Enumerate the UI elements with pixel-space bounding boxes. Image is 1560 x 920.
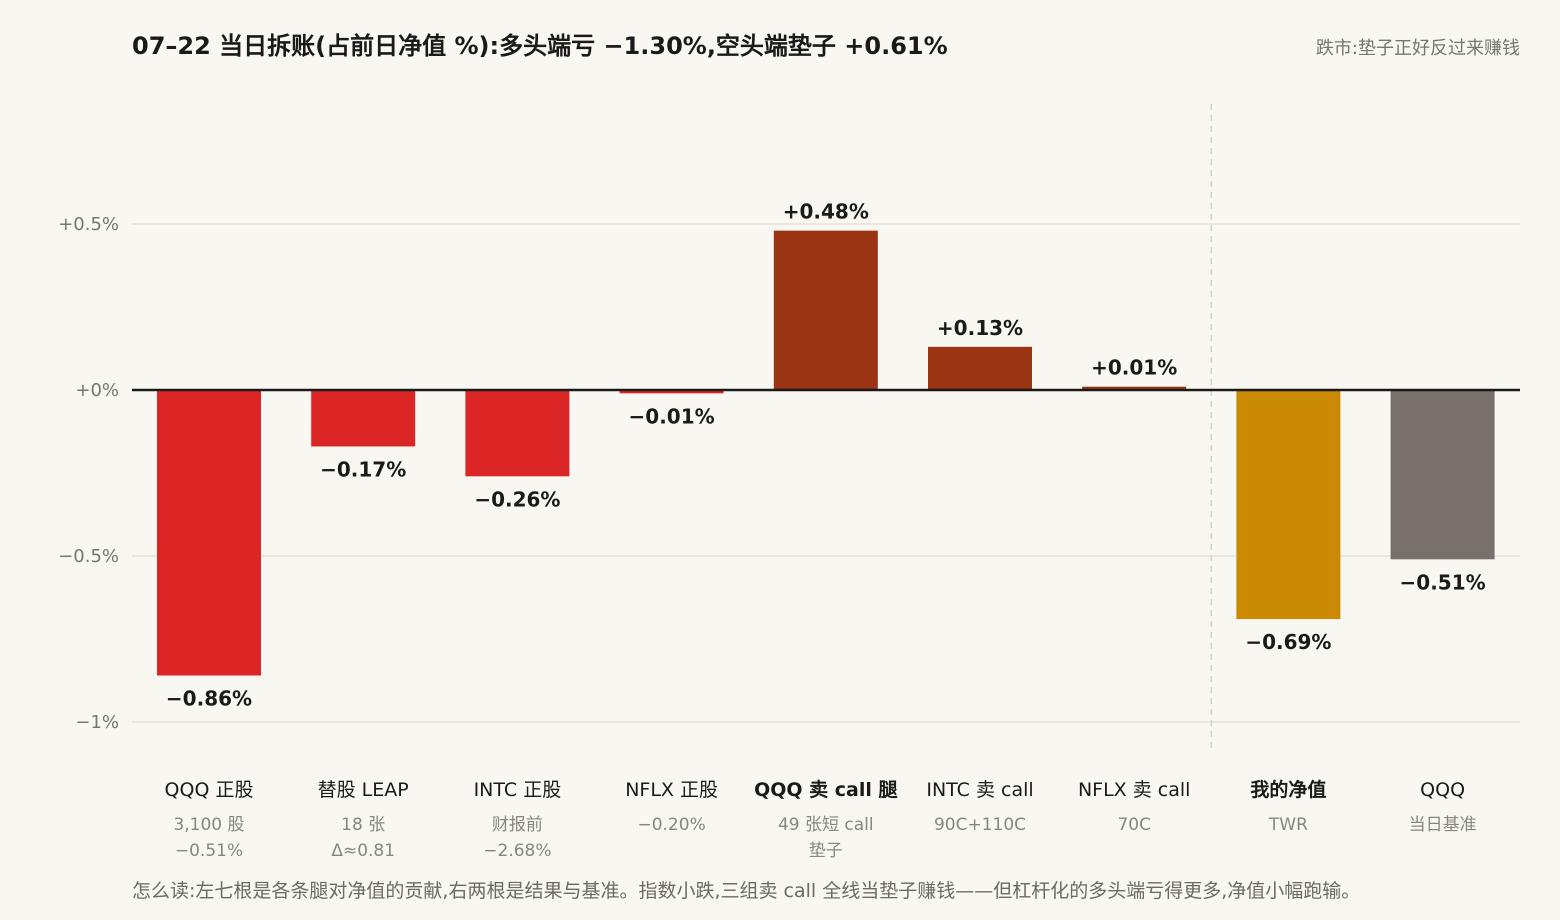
category-sublabel: TWR bbox=[1268, 815, 1308, 835]
category-label: INTC 正股 bbox=[474, 779, 562, 801]
value-labels: −0.86% −0.17% −0.26% −0.01% +0.48% +0.13% +0.0… bbox=[166, 200, 1486, 711]
data-label: −0.01% bbox=[629, 404, 715, 428]
footnote: 怎么读:左七根是各条腿对净值的贡献,右两根是结果与基准。指数小跌,三组卖 cal… bbox=[132, 880, 1361, 902]
category-sublabel: 3,100 股 bbox=[173, 815, 244, 835]
y-tick-label: −1% bbox=[75, 712, 119, 733]
category-labels: QQQ 正股 3,100 股 −0.51% 替股 LEAP 18 张 Δ≈0.81 INTC… bbox=[165, 778, 1477, 861]
y-tick-label: +0% bbox=[75, 380, 119, 401]
category-sublabel: Δ≈0.81 bbox=[331, 841, 395, 861]
category-label: 替股 LEAP bbox=[318, 779, 409, 801]
data-label: +0.13% bbox=[937, 316, 1023, 340]
bars bbox=[157, 230, 1495, 676]
chart-subtitle: 跌市:垫子正好反过来赚钱 bbox=[1315, 38, 1520, 59]
data-label: −0.69% bbox=[1245, 630, 1331, 654]
category-label: NFLX 卖 call bbox=[1078, 779, 1190, 801]
data-label: +0.48% bbox=[783, 200, 869, 224]
category-label: QQQ 正股 bbox=[165, 779, 254, 801]
bar bbox=[1390, 390, 1495, 560]
y-tick-label: +0.5% bbox=[58, 214, 119, 235]
data-label: −0.26% bbox=[474, 487, 560, 511]
data-label: −0.17% bbox=[320, 457, 406, 481]
category-sublabel: 90C+110C bbox=[934, 815, 1026, 835]
bar bbox=[311, 390, 416, 447]
y-tick-label: −0.5% bbox=[58, 546, 119, 567]
category-sublabel: −2.68% bbox=[483, 841, 551, 861]
category-sublabel: 垫子 bbox=[809, 841, 843, 861]
data-label: −0.51% bbox=[1400, 570, 1486, 594]
category-sublabel: 49 张短 call bbox=[778, 815, 874, 835]
category-sublabel: 70C bbox=[1117, 815, 1151, 835]
category-sublabel: 当日基准 bbox=[1409, 815, 1477, 835]
data-label: −0.86% bbox=[166, 687, 252, 711]
bar bbox=[928, 346, 1032, 390]
category-label: 我的净值 bbox=[1250, 778, 1326, 801]
bar bbox=[1236, 390, 1341, 620]
category-label: NFLX 正股 bbox=[625, 779, 718, 801]
category-label: QQQ 卖 call 腿 bbox=[754, 779, 897, 801]
category-label: INTC 卖 call bbox=[926, 779, 1033, 801]
data-label: +0.01% bbox=[1091, 356, 1177, 380]
bar bbox=[619, 390, 724, 394]
bar bbox=[157, 390, 261, 676]
chart-title: 07–22 当日拆账(占前日净值 %):多头端亏 −1.30%,空头端垫子 +0… bbox=[132, 32, 948, 60]
category-sublabel: −0.20% bbox=[637, 815, 705, 835]
bar bbox=[773, 230, 878, 390]
category-label: QQQ bbox=[1420, 779, 1465, 801]
category-sublabel: −0.51% bbox=[175, 841, 243, 861]
category-sublabel: 财报前 bbox=[492, 815, 543, 835]
bar bbox=[465, 390, 570, 477]
bar bbox=[1082, 386, 1187, 390]
category-sublabel: 18 张 bbox=[341, 815, 385, 835]
